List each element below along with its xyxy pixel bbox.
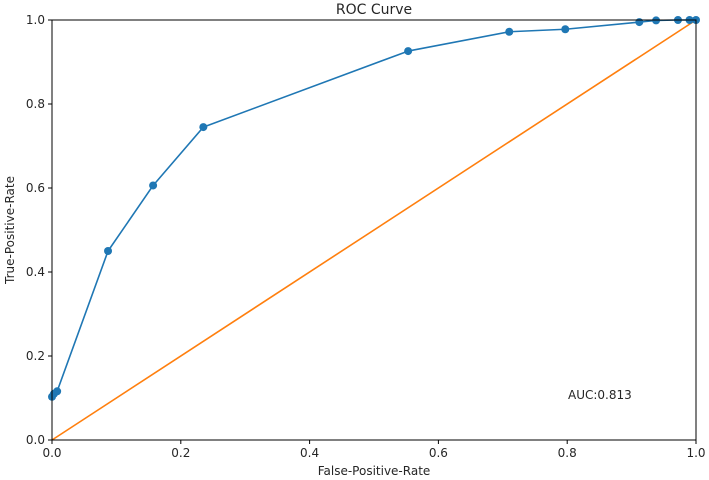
x-tick-label: 1.0 — [686, 446, 705, 460]
x-tick-label: 0.4 — [300, 446, 319, 460]
roc-point — [404, 47, 413, 56]
roc-point — [561, 25, 570, 34]
x-tick-label: 0.2 — [171, 446, 190, 460]
y-tick-label: 0.4 — [26, 265, 45, 279]
roc-point — [104, 247, 113, 255]
roc-point — [53, 387, 62, 396]
plot-frame — [51, 19, 697, 441]
series-layer — [48, 16, 700, 441]
x-axis-label: False-Positive-Rate — [318, 464, 431, 478]
y-tick-label: 0.8 — [26, 97, 45, 111]
auc-annotation: AUC:0.813 — [568, 388, 632, 402]
y-axis-label: True-Positive-Rate — [3, 176, 17, 285]
x-tick-label: 0.6 — [429, 446, 448, 460]
x-tick-label: 0.0 — [42, 446, 61, 460]
chart-title: ROC Curve — [336, 2, 412, 18]
y-tick-label: 0.2 — [26, 349, 45, 363]
y-tick-label: 1.0 — [26, 13, 45, 27]
y-tick-label: 0.0 — [26, 433, 45, 447]
roc-line — [51, 19, 696, 398]
roc-point — [149, 181, 158, 190]
roc-point — [635, 18, 644, 27]
roc-point — [199, 123, 208, 132]
chance-line — [51, 19, 697, 441]
x-tick-label: 0.8 — [558, 446, 577, 460]
y-tick-label: 0.6 — [26, 181, 45, 195]
roc-point — [505, 27, 514, 36]
axes-layer: 0.0 0.2 0.4 0.6 0.8 1.0 0.0 0.2 0.4 0.6 0.8 1.0 — [26, 13, 706, 460]
